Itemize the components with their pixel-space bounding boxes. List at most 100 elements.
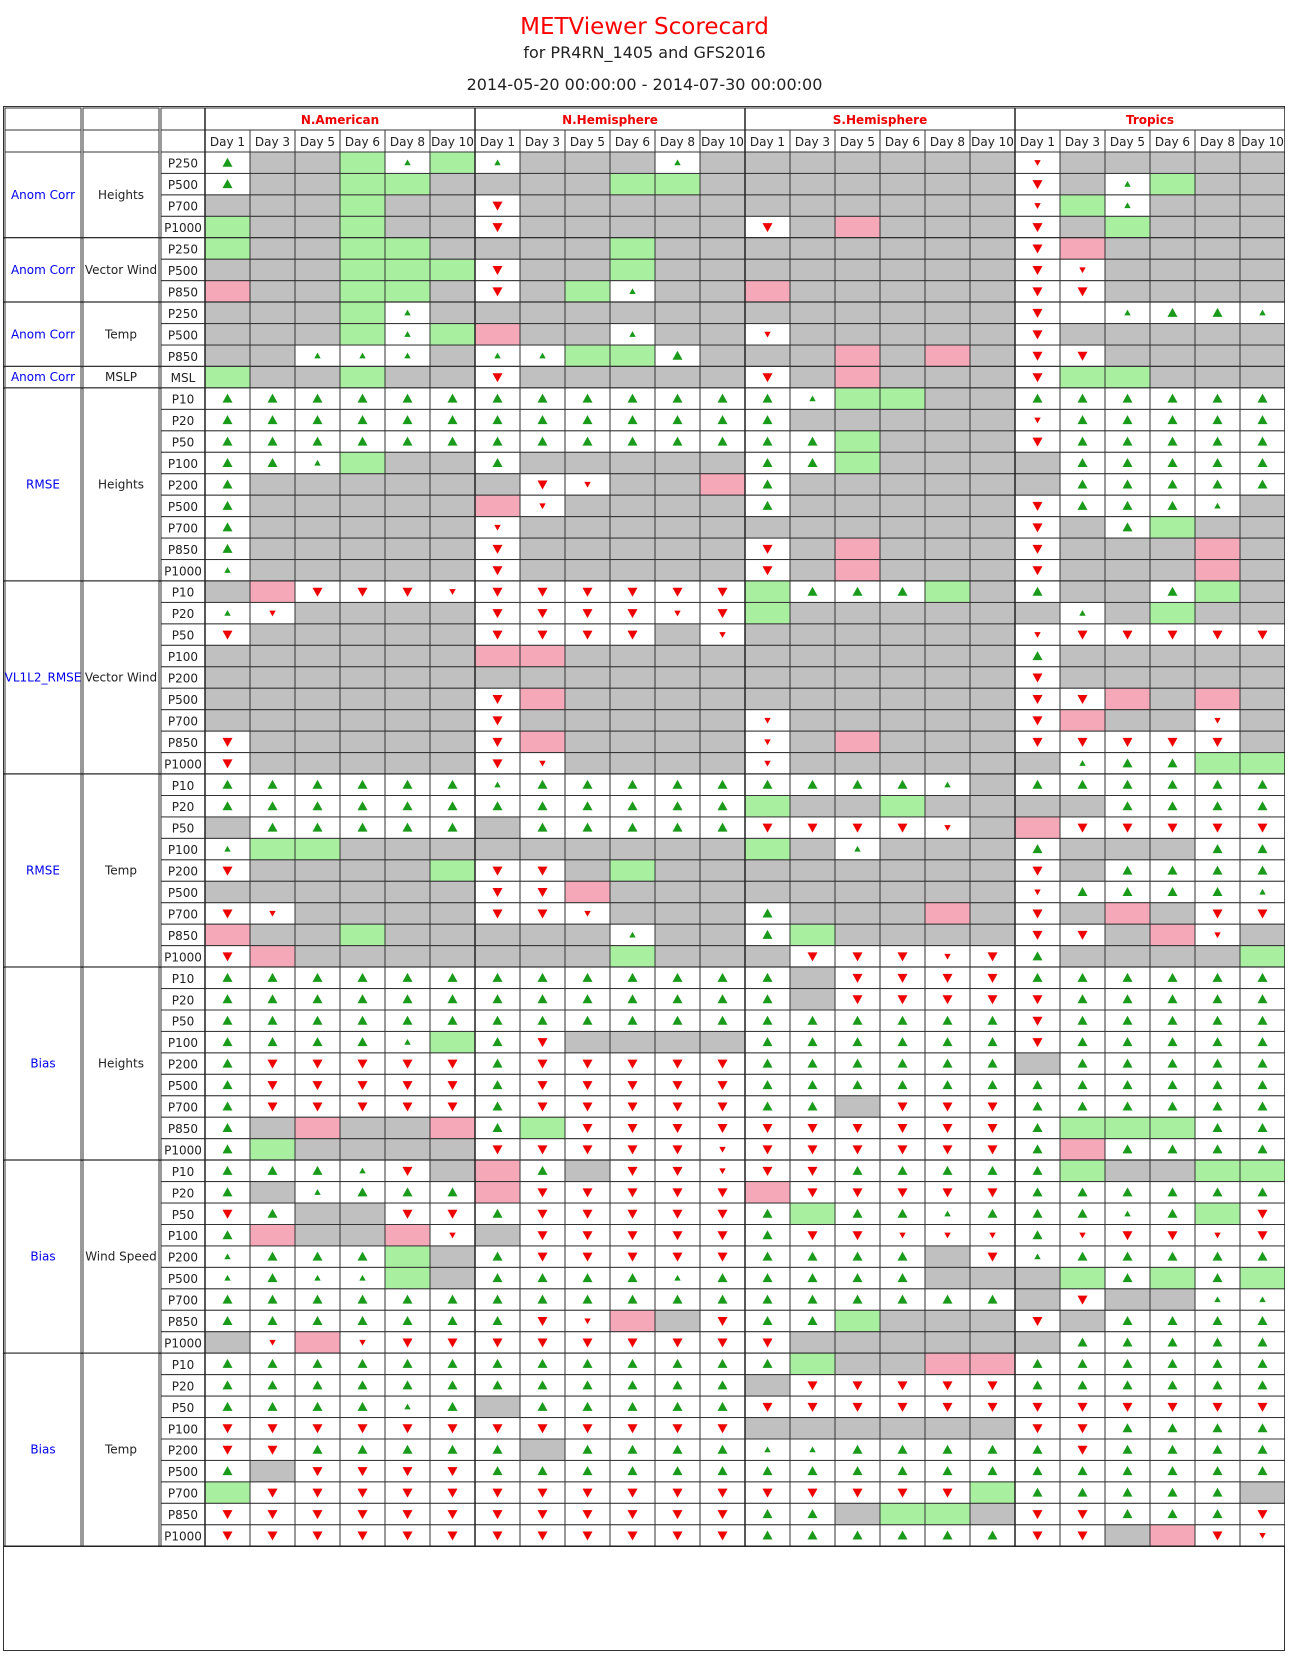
- down-arrow-small: [1034, 203, 1041, 209]
- down-arrow-large: [627, 1188, 638, 1198]
- up-arrow-large: [1167, 1037, 1178, 1047]
- down-arrow-large: [312, 1467, 323, 1477]
- stat-cell: [4, 773, 82, 968]
- up-arrow-large: [492, 436, 503, 446]
- score-cell: [519, 151, 566, 174]
- up-arrow-large: [1212, 1101, 1223, 1111]
- score-cell: [564, 752, 611, 775]
- down-arrow-large: [267, 1102, 278, 1112]
- up-arrow-large: [222, 1380, 233, 1390]
- up-arrow-large: [582, 972, 593, 982]
- up-arrow-large: [762, 393, 773, 403]
- down-arrow-large: [312, 1081, 323, 1091]
- up-arrow-large: [762, 1037, 773, 1047]
- day-header: Day 1: [210, 135, 245, 149]
- score-cell: [1059, 902, 1106, 925]
- level-label: P100: [168, 1036, 198, 1050]
- down-arrow-small: [584, 910, 591, 917]
- score-cell: [429, 323, 476, 346]
- score-cell: [834, 666, 881, 689]
- day-header: Day 6: [615, 135, 650, 149]
- score-cell: [1149, 323, 1196, 346]
- score-cell: [699, 516, 746, 539]
- down-arrow-large: [357, 1102, 368, 1112]
- score-cell: [879, 301, 926, 325]
- score-cell: [1149, 1288, 1196, 1311]
- up-arrow-large: [1212, 779, 1223, 789]
- down-arrow-small: [989, 1232, 996, 1239]
- score-cell: [879, 280, 926, 303]
- up-arrow-large: [762, 415, 773, 425]
- down-arrow-large: [672, 1531, 683, 1541]
- score-cell: [699, 215, 746, 239]
- down-arrow-large: [492, 566, 503, 576]
- up-arrow-large: [762, 436, 773, 446]
- score-cell: [699, 366, 746, 389]
- down-arrow-large: [447, 1209, 458, 1219]
- score-cell: [789, 666, 836, 689]
- score-cell: [519, 709, 566, 732]
- level-label: P50: [172, 629, 195, 643]
- up-arrow-large: [582, 1380, 593, 1390]
- score-cell: [294, 666, 341, 689]
- score-cell: [429, 172, 476, 196]
- score-cell: [474, 494, 521, 518]
- score-cell: [924, 151, 971, 174]
- score-cell: [1104, 323, 1151, 346]
- score-cell: [519, 837, 566, 861]
- score-cell: [699, 323, 746, 346]
- up-arrow-large: [762, 500, 773, 510]
- score-cell: [294, 1138, 341, 1161]
- level-label: P20: [172, 414, 195, 428]
- score-cell: [654, 859, 701, 882]
- score-cell: [924, 795, 971, 818]
- variable-label: Vector Wind: [85, 671, 157, 685]
- score-cell: [249, 215, 296, 239]
- score-cell: [294, 366, 341, 389]
- score-cell: [789, 323, 836, 346]
- up-arrow-large: [312, 415, 323, 425]
- down-arrow-large: [267, 1059, 278, 1069]
- score-cell: [1239, 730, 1285, 754]
- down-arrow-large: [942, 1402, 953, 1412]
- level-label: P20: [172, 1379, 195, 1393]
- up-arrow-small: [314, 459, 321, 466]
- up-arrow-large: [1077, 1358, 1088, 1368]
- down-arrow-large: [582, 1145, 593, 1155]
- up-arrow-large: [1167, 1015, 1178, 1025]
- up-arrow-large: [582, 779, 593, 789]
- score-cell: [384, 516, 431, 539]
- up-arrow-large: [267, 1358, 278, 1368]
- down-arrow-large: [1032, 330, 1043, 340]
- score-cell: [564, 280, 611, 303]
- score-cell: [1194, 537, 1241, 561]
- up-arrow-large: [807, 1530, 818, 1540]
- down-arrow-large: [537, 888, 548, 898]
- down-arrow-large: [222, 1531, 233, 1541]
- score-cell: [924, 880, 971, 904]
- variable-cell: [82, 966, 160, 1161]
- score-cell: [474, 323, 521, 346]
- date-range: 2014-05-20 00:00:00 - 2014-07-30 00:00:0…: [466, 75, 823, 94]
- score-cell: [1059, 172, 1106, 196]
- variable-cell: [82, 580, 160, 775]
- score-cell: [834, 1095, 881, 1118]
- down-arrow-large: [222, 1424, 233, 1434]
- score-cell: [609, 194, 656, 217]
- up-arrow-large: [402, 801, 413, 811]
- score-cell: [1149, 1524, 1196, 1547]
- up-arrow-large: [1032, 844, 1043, 854]
- score-cell: [834, 344, 881, 368]
- up-arrow-large: [987, 1015, 998, 1025]
- header-blank-cell: [4, 107, 82, 131]
- score-cell: [339, 1202, 386, 1226]
- score-cell: [249, 559, 296, 582]
- up-arrow-large: [222, 500, 233, 510]
- score-cell: [294, 623, 341, 646]
- up-arrow-small: [674, 159, 681, 166]
- down-arrow-small: [1034, 417, 1041, 424]
- up-arrow-large: [582, 415, 593, 425]
- up-arrow-large: [492, 1101, 503, 1111]
- score-cell: [1194, 945, 1241, 968]
- down-arrow-large: [402, 1209, 413, 1219]
